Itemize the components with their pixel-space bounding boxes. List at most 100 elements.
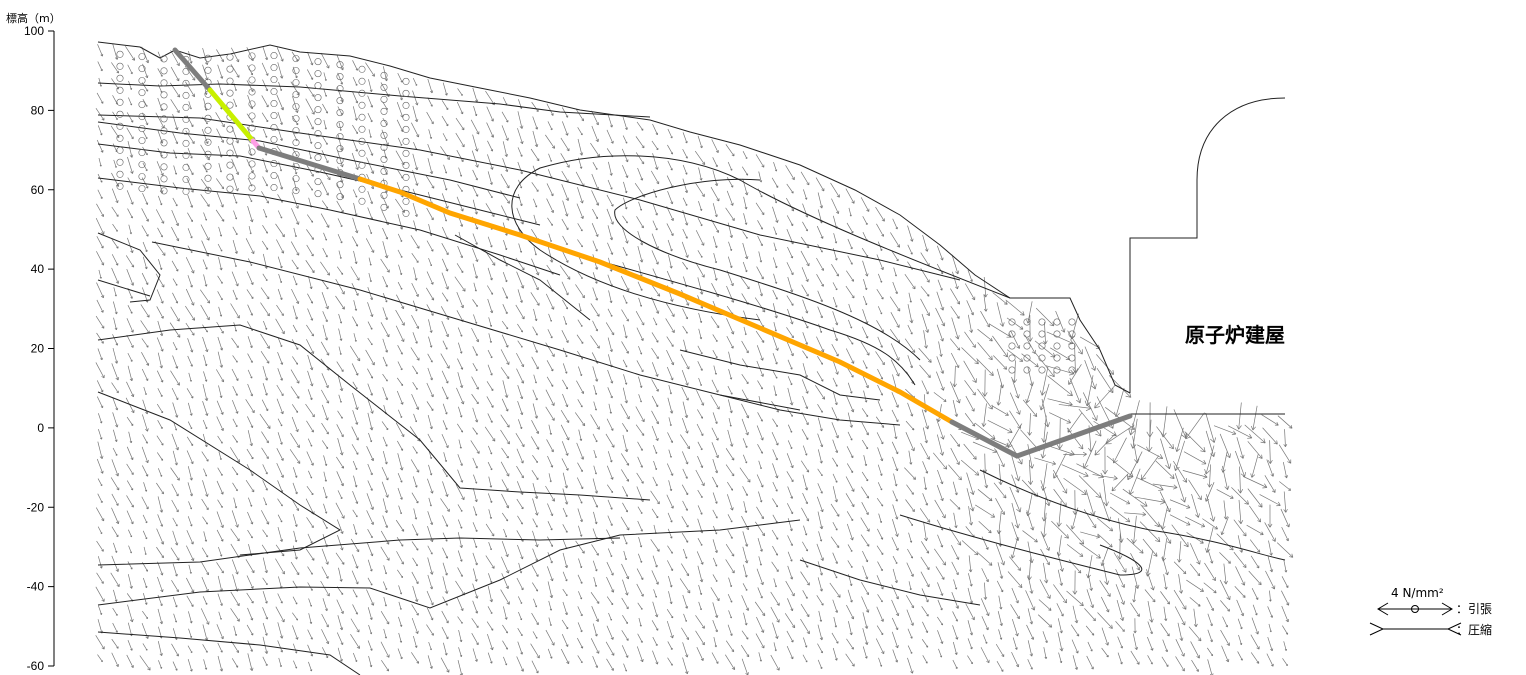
stress-mark [1009,556,1022,571]
stress-mark [1047,398,1073,407]
tension-marker [1008,342,1016,350]
stress-mark [1021,479,1039,498]
stress-mark [277,514,283,523]
stress-mark [605,641,615,656]
stress-mark [998,595,1003,610]
stress-mark [397,214,404,230]
stress-mark [1010,330,1021,349]
stress-mark [501,541,509,558]
tension-marker [1008,330,1016,338]
stress-mark [517,544,524,560]
stress-mark [741,418,749,436]
stress-mark [577,606,583,617]
stress-mark [847,431,853,441]
stress-mark [845,348,855,364]
stress-mark [548,617,552,627]
stress-mark [967,314,974,333]
stress-mark [668,254,673,269]
stress-mark [397,409,403,418]
compression-symbol [1369,622,1462,636]
stress-mark [230,47,240,63]
stress-mark [727,514,733,523]
stress-mark [516,271,525,289]
stress-mark [817,404,823,413]
stress-mark [413,635,418,648]
stress-mark [561,281,569,296]
stress-mark [1276,542,1294,558]
stress-mark [276,384,284,397]
stress-mark [306,229,314,240]
stress-mark [427,78,434,94]
stress-mark [246,624,254,636]
stress-mark [968,506,974,526]
stress-mark [652,601,659,618]
stress-mark [426,271,434,285]
stress-mark [937,279,943,291]
stress-mark [754,601,766,617]
tension-marker [292,175,300,183]
stress-mark [727,256,733,269]
stress-mark [170,547,180,561]
stress-mark [156,161,164,176]
stress-mark [1213,425,1237,436]
stress-mark [893,267,898,277]
tension-marker [336,181,344,189]
stress-mark [577,271,583,280]
stress-mark [337,615,344,631]
stress-mark [127,141,134,158]
stress-mark [262,46,269,61]
stress-mark [875,351,885,366]
stress-mark [1124,512,1147,517]
stress-mark [623,663,628,672]
stress-mark [337,218,343,228]
stress-mark [561,441,569,456]
ground-surface [97,41,1131,394]
stress-mark [1147,621,1153,635]
stress-mark [456,387,465,405]
stress-mark [936,485,944,502]
stress-mark [621,597,629,610]
stress-mark [773,385,778,397]
stress-mark [127,305,133,314]
stress-mark [577,399,583,408]
stress-mark [351,283,359,296]
stress-mark [335,502,345,519]
tension-marker [358,89,366,97]
stress-mark [562,363,568,374]
stress-mark [428,257,433,267]
stress-mark [218,451,222,460]
stress-mark [533,198,538,208]
stress-mark [337,647,343,662]
stress-mark [1109,506,1131,523]
stress-mark [966,472,975,496]
stress-mark [861,421,869,436]
stress-mark [142,610,149,620]
stress-mark [382,515,389,529]
stress-mark [142,434,148,444]
stress-mark [966,488,975,512]
stress-mark [592,287,599,301]
tension-marker [358,197,366,205]
stress-mark [353,333,357,342]
stress-mark [667,528,673,539]
stress-mark [622,614,628,624]
stress-mark [411,617,419,634]
stress-mark [875,638,885,655]
stress-mark [472,488,478,503]
stress-mark [484,426,496,442]
stress-mark [652,203,658,216]
stress-mark [577,223,583,232]
stress-mark [488,445,493,455]
stress-mark [803,637,808,648]
stress-mark [230,447,241,463]
stress-mark [1011,618,1019,637]
stress-mark [1140,455,1160,481]
stress-mark [817,577,823,592]
stress-mark [442,340,448,350]
axis-tick-label: 80 [31,103,45,117]
stress-mark [607,499,613,510]
stress-mark [277,352,284,365]
stress-mark [500,414,510,428]
stress-mark [803,189,808,200]
stress-mark [503,528,508,538]
